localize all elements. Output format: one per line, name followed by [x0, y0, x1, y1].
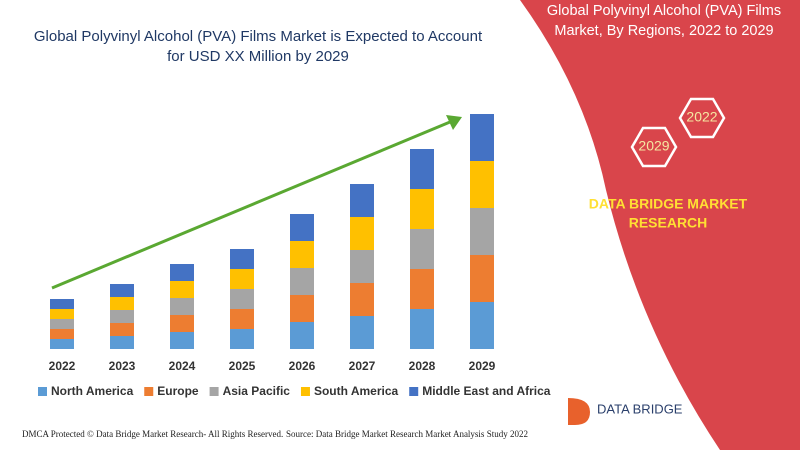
- hexagon: [630, 126, 678, 168]
- chart-title: Global Polyvinyl Alcohol (PVA) Films Mar…: [34, 28, 483, 45]
- bar-segment: [50, 299, 74, 309]
- badge-label: 2022: [686, 109, 717, 125]
- bar-segment: [50, 319, 74, 329]
- bar-segment: [350, 250, 374, 283]
- bar-segment: [110, 336, 134, 349]
- logo-icon: [568, 398, 590, 425]
- bar-segment: [290, 241, 314, 268]
- panel-title: Market, By Regions, 2022 to 2029: [554, 23, 773, 39]
- bar-segment: [50, 329, 74, 339]
- bar-segment: [230, 249, 254, 269]
- bar-segment: [230, 309, 254, 329]
- trend-arrow: [51, 120, 451, 290]
- bar-segment: [170, 315, 194, 332]
- footer-right: Source: Data Bridge Market Research Mark…: [286, 429, 528, 439]
- x-tick-label: 2026: [289, 359, 316, 373]
- bar-segment: [230, 289, 254, 309]
- bar-segment: [470, 114, 494, 161]
- legend-swatch: [38, 387, 47, 396]
- footer-left: DMCA Protected © Data Bridge Market Rese…: [22, 429, 283, 439]
- bar-segment: [230, 269, 254, 289]
- arrow-head: [446, 115, 462, 130]
- brand-text: DATA BRIDGE MARKET: [589, 196, 748, 212]
- legend-label: Middle East and Africa: [422, 384, 551, 398]
- bar-segment: [350, 316, 374, 349]
- bar-segment: [290, 214, 314, 241]
- legend-swatch: [409, 387, 419, 396]
- bar-segment: [410, 149, 434, 189]
- chart-title: for USD XX Million by 2029: [167, 48, 349, 65]
- x-tick-label: 2029: [469, 359, 496, 373]
- bar-segment: [470, 161, 494, 208]
- bar-segment: [470, 302, 494, 349]
- bar-segment: [470, 208, 494, 255]
- red-panel: [520, 0, 800, 450]
- logo-name: DATA BRIDGE: [597, 401, 683, 416]
- bar-segment: [170, 281, 194, 298]
- bar-segment: [290, 295, 314, 322]
- bar-segment: [170, 332, 194, 349]
- hexagon: [678, 97, 726, 139]
- bar-segment: [110, 323, 134, 336]
- x-tick-label: 2022: [49, 359, 76, 373]
- bar-segment: [110, 284, 134, 297]
- bar-segment: [410, 269, 434, 309]
- x-tick-label: 2025: [229, 359, 256, 373]
- x-tick-label: 2023: [109, 359, 136, 373]
- panel-title: Global Polyvinyl Alcohol (PVA) Films: [547, 3, 781, 19]
- bar-segment: [110, 297, 134, 310]
- legend-label: North America: [51, 384, 134, 398]
- legend-label: Europe: [157, 384, 199, 398]
- legend-swatch: [300, 387, 310, 396]
- bar-segment: [110, 310, 134, 323]
- bar-segment: [290, 268, 314, 295]
- x-tick-label: 2024: [169, 359, 196, 373]
- bar-segment: [170, 298, 194, 315]
- legend-label: Asia Pacific: [223, 384, 291, 398]
- x-tick-label: 2027: [349, 359, 376, 373]
- bar-segment: [350, 184, 374, 217]
- brand-text: RESEARCH: [629, 215, 708, 231]
- x-tick-label: 2028: [409, 359, 436, 373]
- legend-swatch: [209, 387, 219, 396]
- bar-segment: [50, 309, 74, 319]
- bar-segment: [350, 217, 374, 250]
- bar-segment: [230, 329, 254, 349]
- badge-label: 2029: [638, 138, 669, 154]
- bar-segment: [470, 255, 494, 302]
- bar-segment: [410, 189, 434, 229]
- legend-label: South America: [314, 384, 399, 398]
- bar-segment: [410, 229, 434, 269]
- bar-segment: [410, 309, 434, 349]
- bar-segment: [350, 283, 374, 316]
- legend-swatch: [144, 387, 154, 396]
- bar-segment: [290, 322, 314, 349]
- bar-segment: [170, 264, 194, 281]
- bar-segment: [50, 339, 74, 349]
- plot: 2022 2023 2024 2025 2026 2027 2028 2029 North Am…: [38, 114, 551, 398]
